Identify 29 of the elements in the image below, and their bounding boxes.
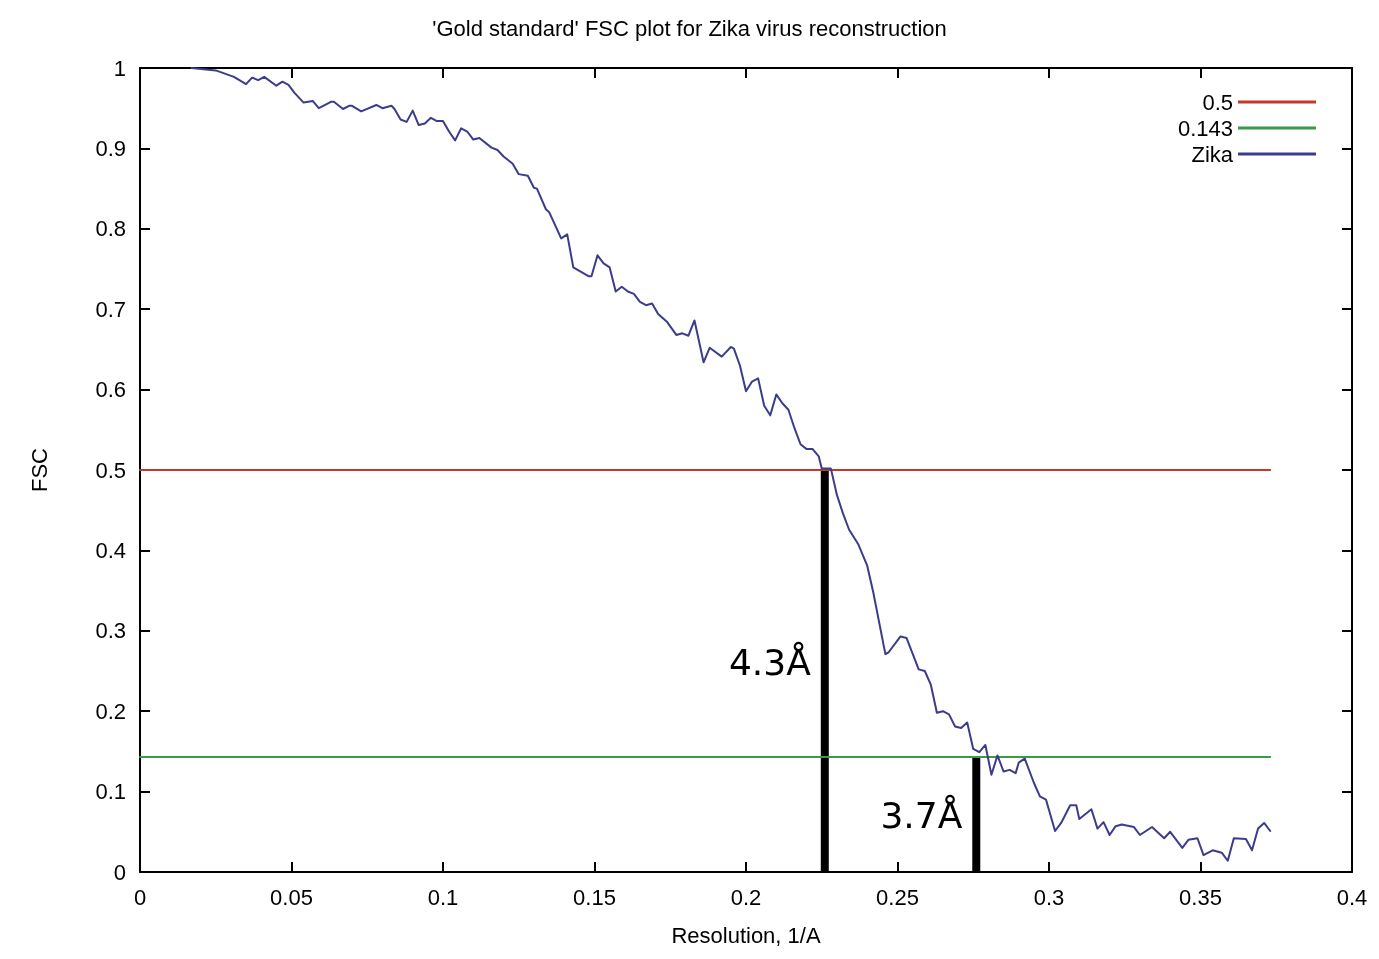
chart-title: 'Gold standard' FSC plot for Zika virus reconstruction (432, 15, 947, 41)
x-tick-label: 0.1 (427, 884, 459, 910)
x-tick-label: 0.15 (573, 884, 616, 910)
y-tick-label: 0.8 (95, 216, 126, 242)
y-axis-title: FSC (26, 447, 52, 492)
y-tick-label: 0.4 (95, 537, 126, 563)
y-tick-label: 0.3 (95, 618, 126, 644)
x-tick-label: 0 (133, 884, 147, 910)
legend-label: 0.5 (1202, 89, 1233, 115)
x-tick-label: 0.05 (270, 884, 313, 910)
y-tick-label: 0.1 (95, 779, 126, 805)
y-tick-label: 1 (113, 55, 126, 81)
x-tick-label: 0.25 (876, 884, 919, 910)
y-tick-label: 0 (113, 859, 126, 885)
x-axis-title: Resolution, 1/A (671, 922, 821, 948)
annotation: 3.7Å (880, 794, 963, 837)
legend-label: Zika (1191, 141, 1234, 167)
y-tick-label: 0.9 (95, 135, 126, 161)
x-tick-label: 0.4 (1336, 884, 1368, 910)
x-tick-label: 0.3 (1033, 884, 1065, 910)
y-tick-label: 0.2 (95, 698, 126, 724)
line-series (190, 67, 1272, 862)
x-tick-label: 0.2 (730, 884, 762, 910)
y-tick-label: 0.7 (95, 296, 126, 322)
y-tick-label: 0.5 (95, 457, 126, 483)
annotation: 4.3Å (728, 641, 812, 684)
y-tick-label: 0.6 (95, 377, 126, 403)
legend-label: 0.143 (1177, 115, 1233, 141)
x-tick-label: 0.35 (1179, 884, 1222, 910)
